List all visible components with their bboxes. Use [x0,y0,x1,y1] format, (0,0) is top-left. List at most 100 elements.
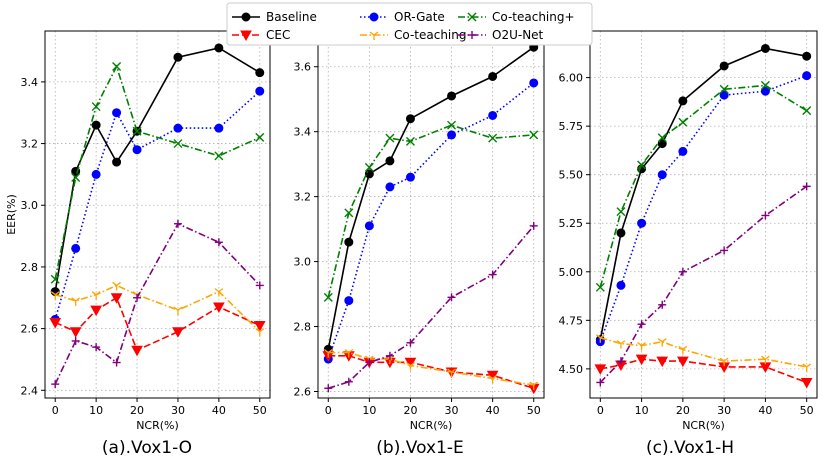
data-point-co-teaching [595,282,605,292]
data-point-cec [677,356,689,368]
data-point-cec [404,357,417,369]
y-tick-label: 2.6 [21,323,39,336]
y-tick-label: 2.4 [21,384,39,397]
x-axis-label: NCR(%) [136,419,179,432]
x-tick-label: 50 [800,404,814,417]
data-point-cec [635,354,648,366]
data-point-or-gate [760,86,770,96]
x-tick-label: 40 [758,404,772,417]
data-point-co-teaching [719,357,729,367]
data-point-cec [49,317,62,329]
y-tick-label: 3.2 [21,138,39,151]
data-point-co-teaching [344,349,354,358]
data-point-or-gate [447,130,457,140]
data-point-o2u-net [596,378,605,387]
panel-caption: (b).Vox1-E [376,438,463,458]
data-point-co-teaching [405,136,415,146]
data-point-co-teaching [637,342,646,351]
series-line-o2u-net [599,185,808,384]
series-line-co-teaching [599,84,808,288]
data-point-or-gate [678,146,688,156]
data-point-cec [172,327,184,338]
data-point-o2u-net [51,380,60,389]
data-point-or-gate [488,110,498,120]
legend-marker-co-teaching [467,12,477,22]
x-axis-label: NCR(%) [410,419,453,432]
data-point-or-gate [529,78,539,88]
data-point-co-teaching [761,355,770,365]
x-tick-label: 10 [635,404,649,417]
data-point-o2u-net [255,281,264,290]
series-line-or-gate [327,82,535,360]
legend-label-or-gate: OR-Gate [394,10,445,24]
series-co-teaching [50,61,265,284]
x-tick-label: 10 [362,404,376,417]
y-tick-label: 5.25 [559,217,584,230]
data-point-co-teaching [802,363,812,372]
data-point-co-teaching [595,334,605,343]
data-point-o2u-net [71,336,80,345]
series-line-or-gate [54,90,261,320]
legend-entry-cec: CEC [232,28,290,42]
data-point-co-teaching [255,132,265,142]
data-point-or-gate [405,172,415,182]
x-tick-label: 20 [130,404,144,417]
data-point-o2u-net [112,358,121,367]
y-tick-label: 2.8 [294,321,312,334]
data-point-co-teaching [112,281,121,291]
data-point-co-teaching [214,288,224,297]
x-tick-label: 20 [403,404,417,417]
data-point-co-teaching [255,328,265,337]
data-point-baseline [616,228,626,238]
panel-caption: (c).Vox1-H [646,438,734,458]
data-point-or-gate [214,123,224,133]
data-point-co-teaching [323,349,333,358]
data-point-baseline [214,43,224,53]
y-tick-label: 3.0 [21,199,39,212]
data-point-or-gate [719,90,729,100]
series-line-baseline [327,46,535,350]
data-point-baseline [344,237,354,247]
legend-entry-baseline: Baseline [232,10,317,24]
series-line-co-teaching [328,351,534,386]
data-point-o2u-net [761,211,770,220]
data-point-cec [90,305,102,317]
y-tick-label: 6.00 [559,72,584,85]
data-point-cec [656,356,669,368]
series-line-baseline [54,47,261,292]
data-point-or-gate [385,182,395,192]
plot-frame [589,30,818,399]
data-point-baseline [112,157,122,167]
data-point-co-teaching [657,133,667,143]
data-point-or-gate [616,280,626,290]
data-point-co-teaching [616,207,626,217]
series-line-co-teaching [600,337,807,368]
data-point-baseline [760,43,770,53]
data-point-o2u-net [658,300,667,309]
data-point-baseline [405,114,415,124]
data-point-o2u-net [488,270,497,279]
legend-label-cec: CEC [266,28,290,42]
x-tick-label: 0 [52,404,59,417]
data-point-or-gate [637,218,647,228]
data-point-o2u-net [344,377,353,386]
x-tick-label: 0 [597,404,604,417]
data-point-co-teaching [488,133,498,143]
data-point-or-gate [132,145,142,155]
legend-label-co-teaching: Co-teaching [394,28,466,42]
data-point-co-teaching [71,172,81,182]
y-tick-label: 3.0 [294,256,312,269]
series-o2u-net [51,219,264,389]
data-point-or-gate [255,86,265,96]
series-co-teaching [595,80,812,292]
series-co-teaching [50,281,265,337]
series-baseline [323,42,539,354]
legend-marker-cec [240,30,252,42]
series-or-gate [595,71,812,347]
legend-label-o2u-net: O2U-Net [492,28,544,42]
data-point-o2u-net [720,246,729,255]
x-tick-label: 30 [717,404,731,417]
series-line-o2u-net [54,222,261,385]
x-tick-label: 20 [676,404,690,417]
data-point-co-teaching [637,160,647,170]
